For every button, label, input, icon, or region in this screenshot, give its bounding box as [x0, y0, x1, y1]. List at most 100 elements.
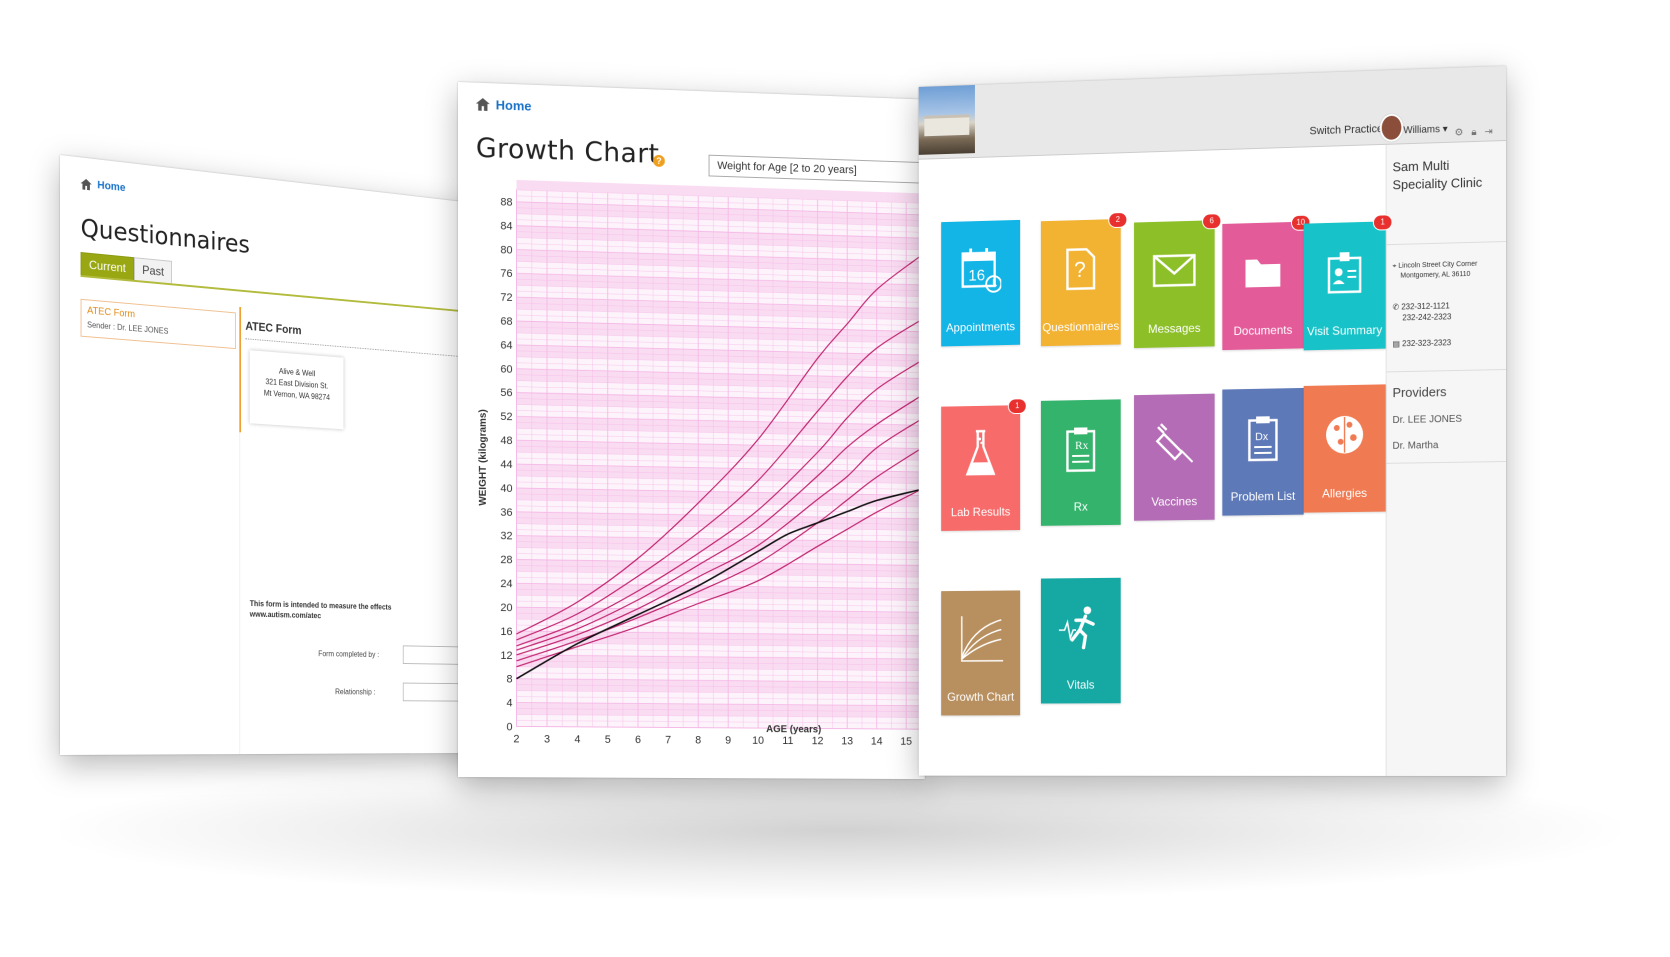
grid-band: [516, 666, 921, 683]
growth-chart: 0481216202428323640444852566064687276808…: [478, 178, 925, 748]
tile-lab-results[interactable]: Lab Results 1: [941, 399, 1026, 531]
grid-band: [516, 261, 921, 285]
y-tick-label: 88: [500, 196, 512, 208]
y-tick-label: 32: [500, 530, 512, 542]
x-tick-label: 8: [695, 735, 701, 747]
prescription-icon: Rx: [1041, 409, 1121, 489]
home-label[interactable]: Home: [495, 97, 532, 114]
gear-icon[interactable]: ⚙: [1454, 127, 1464, 139]
grid-band: [516, 273, 921, 297]
tile-vaccines[interactable]: Vaccines: [1134, 393, 1215, 521]
home-icon: [476, 98, 490, 112]
tile-label: Lab Results: [950, 504, 1011, 520]
fax-number: 232-323-2323: [1402, 338, 1452, 349]
tile-label: Vitals: [1066, 677, 1095, 692]
flask-icon: [941, 415, 1020, 494]
id-card-icon: [1304, 231, 1386, 312]
grid-band: [516, 631, 921, 648]
y-axis-label: WEIGHT (kilograms): [478, 409, 489, 506]
grid-band: [516, 702, 921, 718]
y-tick-label: 84: [500, 220, 512, 232]
clinic-address: ⌖ Lincoln Street City Corner Montgomery,…: [1393, 260, 1478, 282]
providers-heading: Providers: [1392, 384, 1447, 401]
home-link[interactable]: Home: [476, 97, 532, 114]
grid-band: [516, 571, 921, 589]
y-tick-label: 24: [500, 578, 512, 590]
x-tick-label: 3: [544, 734, 550, 746]
grid-band: [516, 678, 921, 695]
tile-label: Visit Summary: [1306, 322, 1383, 339]
tile-rx[interactable]: Rx Rx: [1040, 399, 1121, 526]
home-link[interactable]: Home: [80, 177, 126, 195]
y-tick-label: 52: [500, 411, 512, 423]
clipboard-dx-icon: Dx: [1222, 398, 1303, 478]
syringe-icon: [1134, 403, 1215, 483]
tile-problem-list[interactable]: Dx Problem List: [1222, 387, 1304, 516]
y-tick-label: 72: [500, 292, 512, 304]
tile-visit-summary[interactable]: Visit Summary 1: [1303, 215, 1392, 351]
grid-band: [516, 642, 921, 660]
svg-text:Dx: Dx: [1255, 431, 1269, 443]
y-tick-label: 48: [500, 435, 512, 447]
svg-text:Rx: Rx: [1075, 439, 1088, 452]
growth-chart-icon: [941, 600, 1020, 678]
y-tick-label: 64: [500, 339, 512, 351]
grid-band: [516, 595, 921, 613]
x-tick-label: 12: [812, 735, 824, 747]
x-tick-label: 2: [513, 733, 519, 745]
tile-label: Rx: [1073, 499, 1088, 514]
floor-shadow: [60, 760, 1620, 900]
user-menu[interactable]: Williams ▾: [1403, 123, 1448, 137]
divider: [1386, 460, 1506, 464]
tile-documents[interactable]: Documents 10: [1222, 215, 1310, 351]
page-title: Growth Chart: [475, 132, 660, 170]
grid-band: [516, 189, 921, 215]
svg-text:16: 16: [968, 267, 985, 284]
tile-label: Growth Chart: [947, 689, 1015, 704]
tile-label: Appointments: [946, 319, 1016, 335]
chart-type-select[interactable]: Weight for Age [2 to 20 years]: [708, 154, 920, 184]
grid-band: [516, 249, 921, 274]
svg-text:?: ?: [1074, 257, 1086, 282]
x-tick-label: 7: [665, 734, 671, 746]
grid-band: [516, 225, 921, 250]
provider-item[interactable]: Dr. Martha: [1392, 440, 1439, 452]
grid-band: [516, 178, 921, 204]
notification-badge: 1: [1008, 399, 1026, 414]
pill-plate-icon: [1304, 394, 1386, 475]
x-tick-label: 11: [782, 735, 793, 747]
tile-growth-chart[interactable]: Growth Chart: [941, 590, 1021, 716]
tile-appointments[interactable]: 16 Appointments: [941, 219, 1021, 347]
tile-vitals[interactable]: Vitals: [1040, 577, 1121, 704]
tile-allergies[interactable]: Allergies: [1303, 384, 1386, 513]
x-tick-label: 4: [574, 734, 580, 746]
lock-icon[interactable]: 🔒︎: [1471, 126, 1477, 139]
tile-messages[interactable]: Messages 6: [1134, 214, 1221, 349]
address-line1: Lincoln Street City Corner: [1398, 260, 1478, 270]
map-pin-icon: ⌖: [1392, 262, 1397, 270]
practice-address-box: Alive & Well 321 East Division St. Mt Ve…: [249, 350, 344, 430]
y-tick-label: 28: [500, 554, 512, 566]
y-tick-label: 0: [506, 721, 512, 733]
y-tick-label: 56: [500, 387, 512, 399]
folder-icon: [1222, 232, 1303, 313]
form-list-item[interactable]: ATEC Form Sender : Dr. LEE JONES: [80, 298, 236, 350]
y-tick-label: 44: [500, 459, 512, 471]
x-tick-label: 15: [900, 736, 912, 748]
logout-icon[interactable]: ⇥: [1484, 126, 1493, 138]
grid-band: [516, 619, 921, 636]
tile-label: Documents: [1233, 322, 1293, 339]
form-detail-accent: [239, 306, 242, 433]
x-tick-label: 14: [871, 736, 883, 748]
grid-band: [516, 213, 921, 239]
provider-item[interactable]: Dr. LEE JONES: [1392, 413, 1463, 426]
x-tick-label: 13: [841, 735, 853, 747]
x-tick-label: 5: [605, 734, 611, 746]
x-tick-label: 6: [635, 734, 641, 746]
clinic-fax: ▤ 232-323-2323: [1393, 338, 1452, 348]
help-icon[interactable]: ?: [653, 154, 665, 168]
y-tick-label: 68: [500, 316, 512, 328]
avatar[interactable]: [1379, 113, 1404, 143]
tile-questionnaires[interactable]: ? Questionnaires 2: [1040, 212, 1127, 347]
home-label[interactable]: Home: [97, 179, 126, 195]
